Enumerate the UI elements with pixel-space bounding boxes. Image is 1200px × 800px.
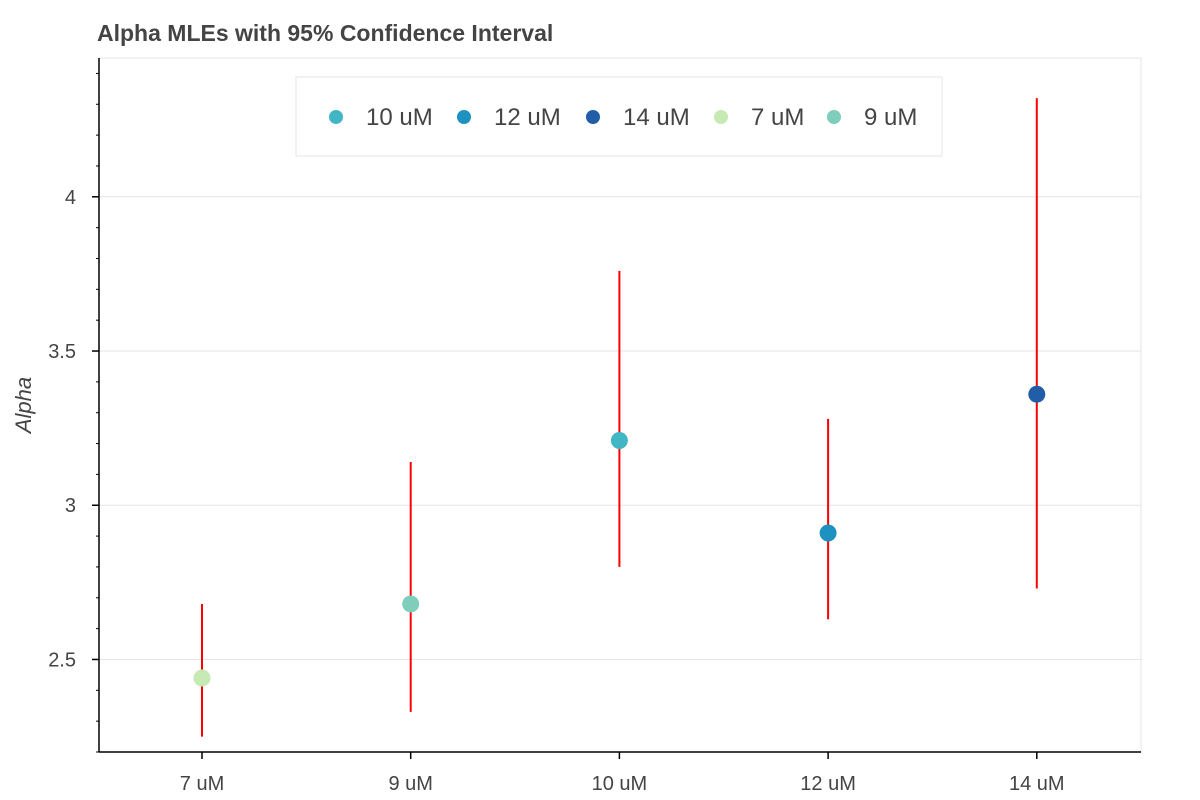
chart-title: Alpha MLEs with 95% Confidence Interval — [97, 20, 553, 46]
data-point — [402, 595, 420, 613]
data-point — [610, 431, 628, 449]
y-tick-label: 3 — [65, 495, 76, 517]
y-tick-label: 4 — [65, 187, 76, 209]
x-tick-label: 9 uM — [388, 773, 432, 795]
legend-label: 9 uM — [864, 104, 917, 131]
x-tick-label: 10 uM — [592, 773, 648, 795]
legend: 10 uM 12 uM 14 uM 7 uM 9 uM — [295, 76, 943, 157]
x-tick-label: 12 uM — [800, 773, 856, 795]
data-point — [819, 524, 837, 542]
y-tick-label: 3.5 — [48, 341, 76, 363]
data-point — [1028, 385, 1046, 403]
data-point — [193, 669, 211, 687]
y-axis-label: Alpha — [11, 377, 36, 435]
legend-label: 7 uM — [751, 104, 804, 131]
legend-marker — [714, 110, 728, 124]
error-bars — [201, 98, 1038, 737]
legend-marker — [329, 110, 343, 124]
x-tick-label: 7 uM — [180, 773, 224, 795]
legend-marker — [457, 110, 471, 124]
legend-marker — [827, 110, 841, 124]
legend-label: 10 uM — [366, 104, 433, 131]
x-tick-label: 14 uM — [1009, 773, 1065, 795]
data-points — [193, 385, 1046, 687]
legend-label: 12 uM — [494, 104, 561, 131]
legend-marker — [586, 110, 600, 124]
axes: 2.5 3 3.5 4 7 uM 9 uM 10 uM 12 uM 14 uM — [48, 58, 1141, 795]
legend-label: 14 uM — [623, 104, 690, 131]
y-tick-label: 2.5 — [48, 649, 76, 671]
